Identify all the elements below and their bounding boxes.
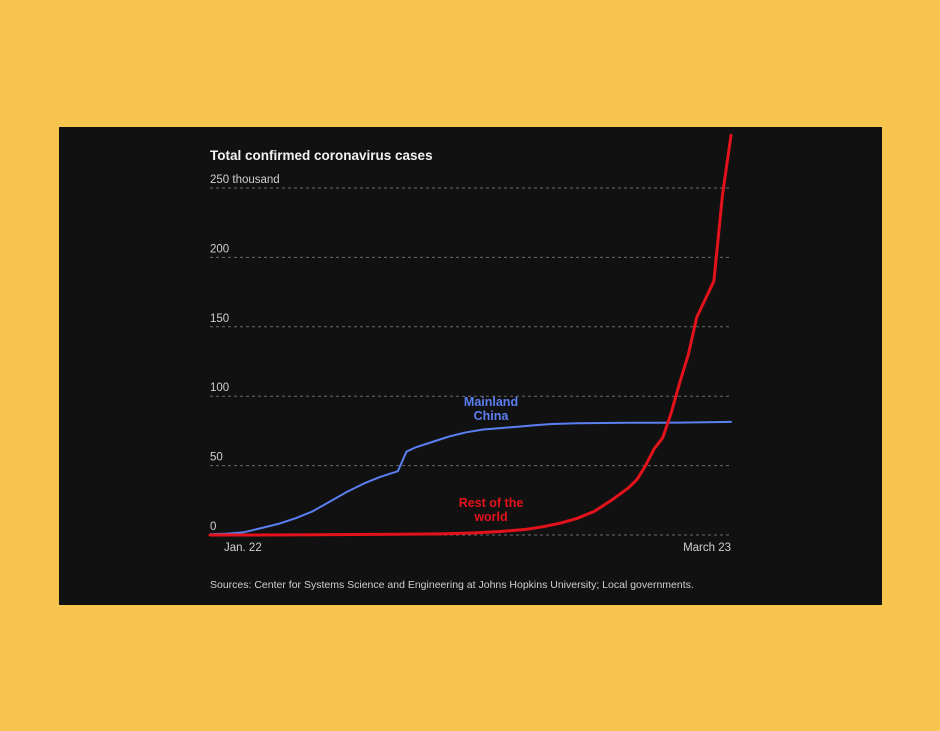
source-note: Sources: Center for Systems Science and … bbox=[210, 579, 694, 591]
series-lines bbox=[208, 133, 733, 537]
x-tick-label: March 23 bbox=[683, 542, 731, 554]
y-tick-label: 50 bbox=[210, 452, 223, 464]
x-axis-ticks: Jan. 22 March 23 bbox=[224, 542, 731, 554]
y-tick-label: 200 bbox=[210, 243, 229, 255]
series-label: Mainland bbox=[464, 395, 518, 409]
y-axis-ticks: 250 thousand 200 150 100 50 0 bbox=[210, 174, 280, 533]
y-tick-label: 0 bbox=[210, 521, 216, 533]
series-label: world bbox=[473, 510, 507, 524]
y-tick-label: 250 thousand bbox=[210, 174, 280, 186]
gridlines bbox=[210, 187, 731, 536]
x-tick-label: Jan. 22 bbox=[224, 542, 262, 554]
series-label: Rest of the bbox=[459, 496, 524, 510]
series-line-rest-of-world bbox=[208, 133, 733, 537]
y-tick-label: 150 bbox=[210, 313, 229, 325]
chart-title: Total confirmed coronavirus cases bbox=[210, 148, 433, 163]
chart-panel: Total confirmed coronavirus cases 250 th… bbox=[59, 127, 882, 605]
series-label: China bbox=[474, 409, 510, 423]
series-line-mainland-china bbox=[209, 420, 732, 536]
line-chart: Total confirmed coronavirus cases 250 th… bbox=[208, 133, 733, 591]
y-tick-label: 100 bbox=[210, 382, 229, 394]
